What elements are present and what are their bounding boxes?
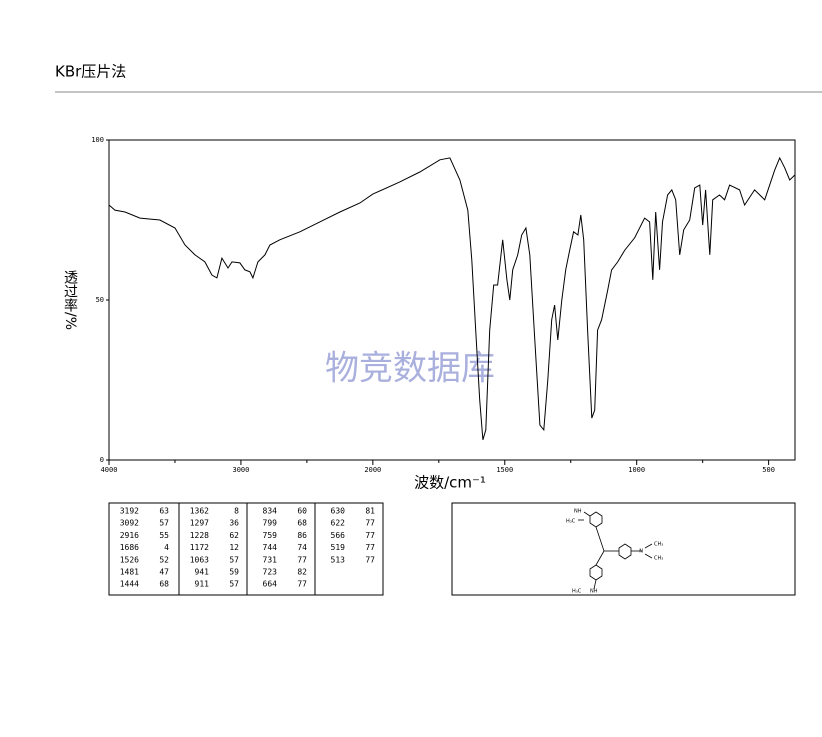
- peak-wavenumber: 513: [331, 555, 346, 564]
- structure-label: CH₃: [654, 542, 663, 548]
- peak-transmittance: 63: [159, 507, 169, 516]
- plot-frame: [108, 139, 796, 461]
- peak-transmittance: 8: [234, 507, 239, 516]
- header-title: KBr压片法: [55, 63, 126, 81]
- y-axis-label: 透过率/%: [62, 270, 78, 330]
- peak-transmittance: 12: [229, 543, 239, 552]
- peak-wavenumber: 1444: [120, 580, 139, 589]
- peak-wavenumber: 799: [263, 519, 278, 528]
- peak-wavenumber: 2916: [120, 531, 139, 540]
- peak-transmittance: 82: [297, 568, 307, 577]
- peak-wavenumber: 3092: [120, 519, 139, 528]
- y-tick-label: 50: [96, 296, 104, 304]
- peak-wavenumber: 519: [331, 543, 346, 552]
- structure-label: NH: [574, 509, 582, 515]
- x-tick-label: 1000: [628, 466, 645, 474]
- y-tick-label: 0: [100, 456, 104, 464]
- watermark: 物竞数据库: [325, 349, 495, 389]
- peak-transmittance: 57: [229, 580, 239, 589]
- structure-label: CH₃: [654, 556, 663, 562]
- peak-transmittance: 77: [365, 543, 375, 552]
- peak-wavenumber: 1172: [190, 543, 209, 552]
- structure-drawing: [578, 511, 653, 590]
- peak-table-frame: [108, 502, 384, 596]
- peak-transmittance: 77: [365, 519, 375, 528]
- peak-wavenumber: 834: [263, 507, 278, 516]
- structure-frame: [451, 502, 796, 596]
- peak-wavenumber: 1526: [120, 555, 139, 564]
- peak-transmittance: 59: [229, 568, 239, 577]
- peak-transmittance: 77: [365, 555, 375, 564]
- peak-wavenumber: 3192: [120, 507, 139, 516]
- peak-wavenumber: 744: [263, 543, 278, 552]
- structure-label: NH: [590, 589, 598, 595]
- peak-transmittance: 74: [297, 543, 307, 552]
- peak-transmittance: 62: [229, 531, 239, 540]
- y-tick-label: 100: [91, 136, 104, 144]
- peak-wavenumber: 1063: [190, 555, 209, 564]
- peak-wavenumber: 622: [331, 519, 346, 528]
- x-axis-label: 波数/cm⁻¹: [414, 474, 486, 492]
- structure-label: H₃C: [572, 589, 582, 595]
- peak-transmittance: 52: [159, 555, 169, 564]
- peak-transmittance: 4: [164, 543, 169, 552]
- x-tick-label: 1500: [496, 466, 513, 474]
- peak-wavenumber: 566: [331, 531, 346, 540]
- peak-wavenumber: 1228: [190, 531, 209, 540]
- peak-transmittance: 57: [159, 519, 169, 528]
- peak-wavenumber: 759: [263, 531, 278, 540]
- peak-transmittance: 55: [159, 531, 169, 540]
- x-tick-label: 2000: [364, 466, 381, 474]
- peak-transmittance: 60: [297, 507, 307, 516]
- peak-wavenumber: 664: [263, 580, 278, 589]
- x-tick-label: 500: [762, 466, 775, 474]
- peak-wavenumber: 1481: [120, 568, 139, 577]
- peak-wavenumber: 1297: [190, 519, 209, 528]
- structure-label: H₃C: [566, 519, 576, 525]
- peak-wavenumber: 911: [195, 580, 210, 589]
- peak-wavenumber: 941: [195, 568, 210, 577]
- peak-transmittance: 77: [297, 580, 307, 589]
- peak-transmittance: 36: [229, 519, 239, 528]
- peak-transmittance: 77: [365, 531, 375, 540]
- structure-label: N: [639, 549, 643, 555]
- peak-wavenumber: 1362: [190, 507, 209, 516]
- spectrum-line: [108, 156, 796, 440]
- peak-transmittance: 68: [297, 519, 307, 528]
- peak-transmittance: 86: [297, 531, 307, 540]
- x-tick-label: 3000: [232, 466, 249, 474]
- peak-wavenumber: 630: [331, 507, 346, 516]
- peak-transmittance: 81: [365, 507, 375, 516]
- peak-transmittance: 57: [229, 555, 239, 564]
- x-tick-label: 4000: [101, 466, 118, 474]
- peak-transmittance: 68: [159, 580, 169, 589]
- peak-transmittance: 47: [159, 568, 169, 577]
- peak-transmittance: 77: [297, 555, 307, 564]
- peak-wavenumber: 1686: [120, 543, 139, 552]
- peak-wavenumber: 723: [263, 568, 278, 577]
- peak-wavenumber: 731: [263, 555, 278, 564]
